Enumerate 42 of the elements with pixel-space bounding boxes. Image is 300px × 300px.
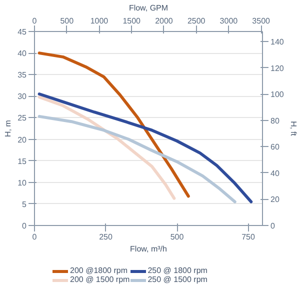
x-tick-label: 500 — [170, 232, 184, 242]
y-tick-label: 0 — [22, 222, 28, 230]
y-tick-label: 45 — [18, 28, 28, 36]
x2-tick-label: 3000 — [220, 16, 238, 26]
line-series — [38, 96, 176, 200]
y2-tick-label: 40 — [270, 168, 280, 178]
x2-tick-label: 0 — [32, 16, 38, 26]
y2-tick-label: 100 — [270, 90, 284, 100]
x2-tick-label: 1000 — [90, 16, 109, 26]
y2-tick-label: 140 — [270, 37, 284, 46]
y-axis-title: H, m — [4, 120, 13, 137]
line-series — [38, 52, 190, 198]
y2-axis-title: H, ft — [288, 121, 298, 137]
x-tick-label: 750 — [242, 232, 256, 242]
y-tick-label: 40 — [18, 49, 28, 58]
x2-tick-label: 3500 — [252, 16, 271, 26]
x-axis-title: Flow, m³/h — [130, 244, 167, 254]
legend-label: 250 @ 1800 rpm — [148, 266, 208, 275]
x2-tick-label: 500 — [60, 16, 74, 26]
x2-axis-title: Flow, GPM — [128, 4, 168, 12]
y-tick-label: 25 — [18, 114, 28, 123]
x-tick-label: 250 — [99, 232, 113, 242]
y-tick-label: 15 — [18, 156, 28, 166]
y-tick-label: 10 — [18, 178, 28, 188]
y-tick-label: 35 — [18, 70, 28, 80]
line-series — [38, 92, 253, 204]
y2-tick-label: 60 — [270, 142, 280, 152]
x-tick-label: 0 — [32, 232, 38, 242]
line-series — [38, 114, 236, 204]
x2-tick-label: 1500 — [122, 16, 142, 26]
y2-tick-label: 80 — [270, 116, 280, 126]
y-tick-label: 5 — [22, 200, 28, 209]
x2-tick-label: 2000 — [155, 16, 174, 26]
y2-tick-label: 0 — [270, 222, 276, 230]
y-tick-label: 30 — [18, 92, 28, 102]
legend-label: 200 @1800 rpm — [70, 266, 128, 275]
legend-label: 250 @ 1500 rpm — [148, 275, 208, 284]
y2-tick-label: 20 — [270, 195, 280, 204]
y2-tick-label: 120 — [270, 64, 284, 73]
y-tick-label: 20 — [18, 135, 28, 144]
x2-tick-label: 2500 — [187, 16, 206, 26]
legend-label: 200 @ 1500 rpm — [70, 275, 130, 284]
